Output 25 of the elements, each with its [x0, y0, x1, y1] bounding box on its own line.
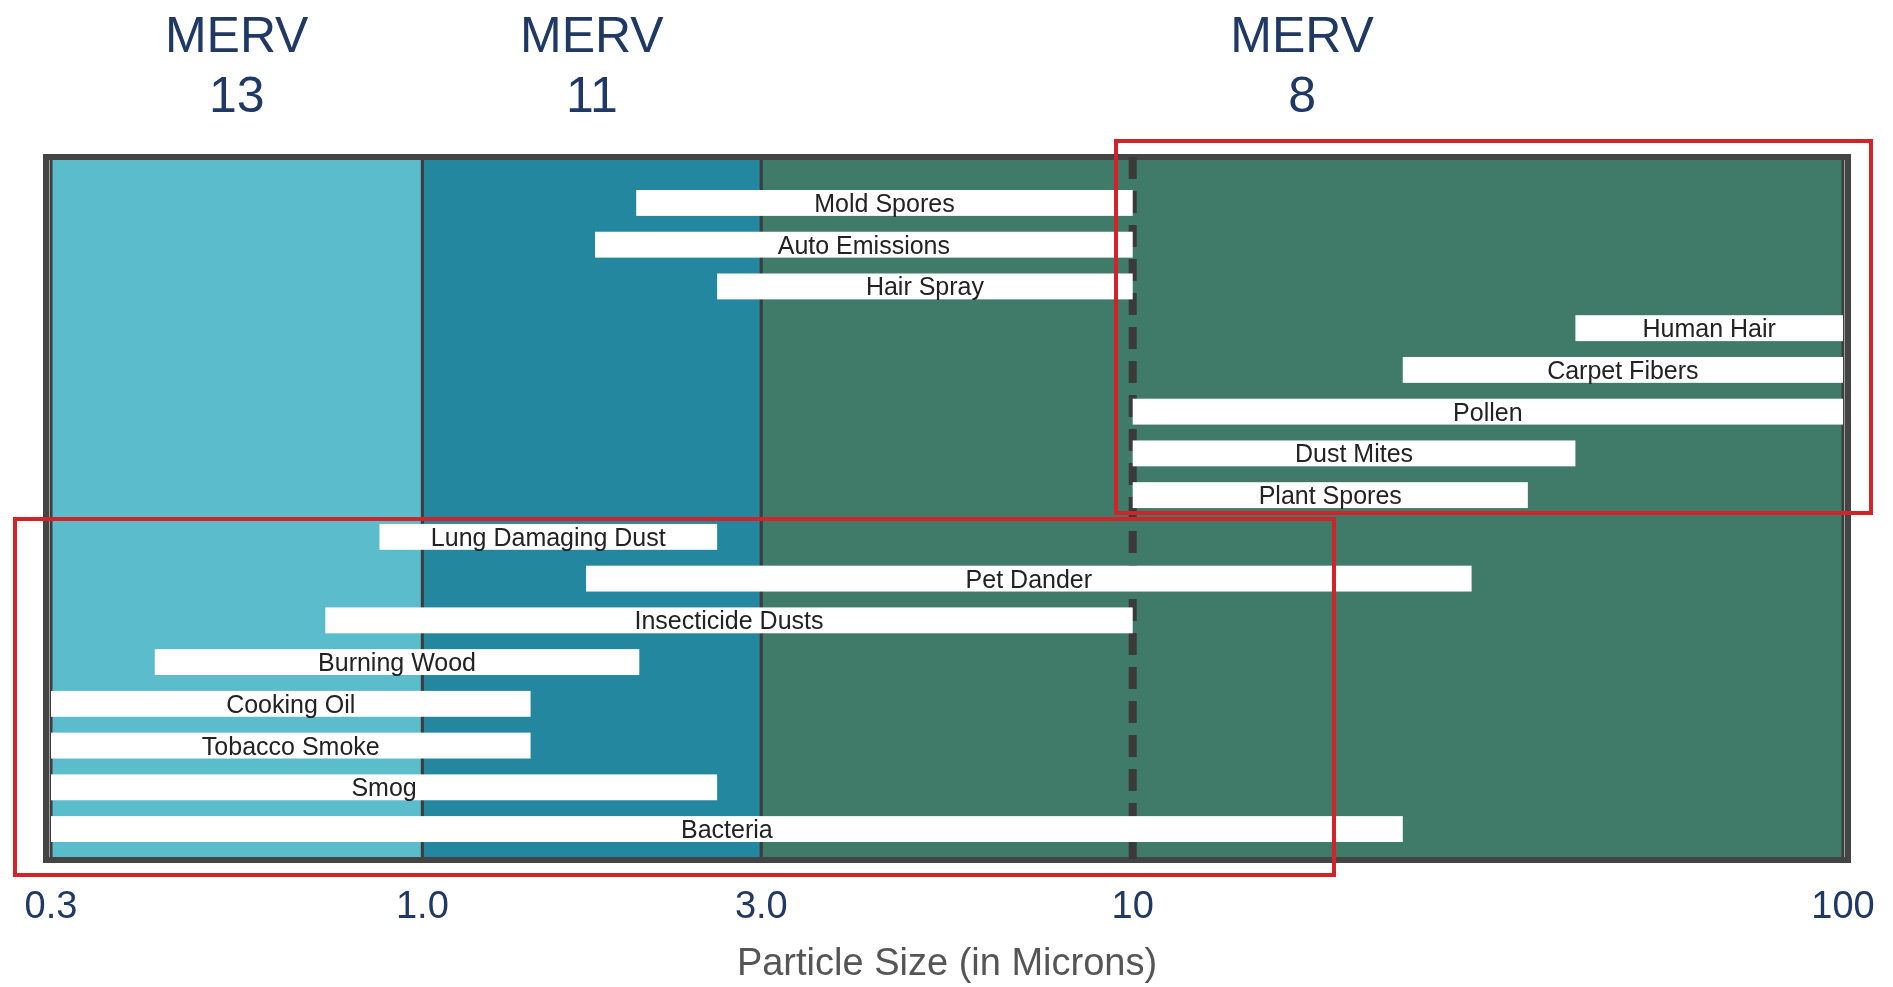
y-tick-label: Auto Emissions — [777, 230, 951, 259]
x-axis-title: Particle Size (in Microns) — [736, 941, 1158, 983]
y-tick-label: Human Hair — [1642, 314, 1776, 343]
band-label: MERV 13 — [164, 7, 310, 123]
y-tick-label: Pet Dander — [965, 564, 1093, 593]
y-tick-label: Dust Mites — [1295, 439, 1414, 468]
y-tick-label: Insecticide Dusts — [634, 606, 824, 635]
band-label: MERV 11 — [520, 7, 665, 123]
y-tick-label: Tobacco Smoke — [201, 731, 380, 760]
y-tick-label: Burning Wood — [318, 648, 477, 677]
y-tick-label: Pollen — [1453, 397, 1523, 426]
y-tick-label: Mold Spores — [814, 188, 955, 217]
y-tick-label: Lung Damaging Dust — [430, 522, 666, 551]
x-tick-label: 0.3 — [24, 884, 78, 926]
y-tick-label: Carpet Fibers — [1547, 355, 1699, 384]
y-tick-label: Hair Spray — [865, 272, 985, 301]
y-tick-label: Smog — [351, 773, 417, 802]
x-tick-label: 3.0 — [734, 884, 788, 926]
x-tick-label: 1.0 — [395, 884, 449, 926]
band-label: MERV 8 — [1230, 7, 1375, 123]
y-tick-label: Plant Spores — [1258, 481, 1402, 510]
y-tick-label: Bacteria — [681, 815, 773, 844]
y-tick-label: Cooking Oil — [226, 689, 356, 718]
x-tick-label: 100 — [1811, 884, 1875, 926]
x-tick-label: 10 — [1111, 884, 1154, 926]
